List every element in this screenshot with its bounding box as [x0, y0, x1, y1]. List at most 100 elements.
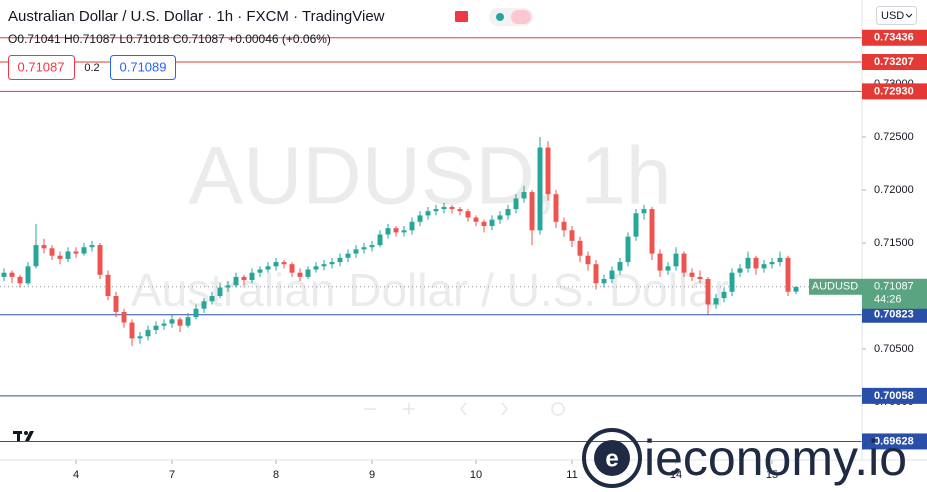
y-tick-label: 0.71500	[874, 237, 914, 249]
candle-body	[169, 319, 175, 324]
candle-body	[537, 147, 543, 231]
candle-body	[273, 262, 279, 267]
level-label: 0.69628	[874, 435, 914, 447]
level-label-box	[862, 29, 927, 46]
candle-body	[345, 253, 351, 258]
sell-price[interactable]: 0.71087	[18, 59, 65, 74]
currency-button[interactable]	[876, 6, 917, 25]
last-price-label: 0.71087	[874, 281, 914, 293]
candle-body	[777, 257, 783, 263]
candle-body	[217, 287, 223, 296]
level-label-box	[862, 306, 927, 323]
buy-price[interactable]: 0.71089	[120, 59, 167, 74]
candle-body	[257, 269, 263, 273]
candle-body	[9, 272, 15, 277]
x-tick-label: 11	[566, 469, 577, 481]
candle-body	[305, 269, 311, 277]
candle-body	[353, 249, 359, 254]
candle-body	[57, 255, 63, 259]
candle-body	[657, 253, 663, 271]
candle-body	[433, 209, 439, 212]
candle-body	[313, 266, 319, 270]
candle-body	[17, 276, 23, 284]
candle-body	[689, 272, 695, 277]
brand-glyph: e	[605, 445, 618, 472]
candle-body	[761, 264, 767, 269]
x-tick-label: 7	[169, 469, 175, 481]
candle-body	[721, 291, 727, 299]
candle-body	[425, 211, 431, 216]
candle-body	[529, 192, 535, 231]
candles-layer	[1, 136, 799, 346]
candle-body	[49, 248, 55, 256]
candle-body	[681, 253, 687, 273]
watermarks: AUDUSD, 1h Australian Dollar / U.S. Doll…	[131, 131, 729, 317]
candle-body	[409, 221, 415, 231]
candle-body	[569, 230, 575, 241]
candle-body	[233, 276, 239, 286]
candle-body	[73, 251, 79, 254]
level-label: 0.73207	[874, 56, 914, 68]
candle-body	[65, 251, 71, 259]
candle-body	[457, 209, 463, 212]
tv-logo[interactable]	[13, 431, 34, 441]
currency-label[interactable]: USD	[881, 10, 904, 22]
sell-button[interactable]	[8, 55, 75, 80]
scroll-right[interactable]	[501, 402, 508, 416]
candle-body	[649, 209, 655, 254]
candle-body	[785, 257, 791, 292]
candle-body	[465, 211, 471, 218]
reset-view[interactable]	[551, 402, 565, 416]
candle-body	[593, 264, 599, 284]
candle-body	[737, 268, 743, 273]
candle-body	[601, 279, 607, 284]
candle-body	[793, 286, 799, 292]
candle-body	[225, 285, 231, 288]
x-tick-label: 4	[73, 469, 79, 481]
buy-button[interactable]	[110, 55, 176, 80]
candle-body	[713, 298, 719, 305]
candle-body	[193, 308, 199, 318]
candle-body	[609, 270, 615, 280]
candle-body	[625, 236, 631, 263]
candle-body	[81, 247, 87, 254]
x-tick-label: 10	[470, 469, 482, 481]
flag-icon[interactable]	[455, 11, 468, 22]
candle-body	[153, 325, 159, 330]
candle-body	[633, 213, 639, 237]
candle-body	[577, 240, 583, 256]
y-tick-label: 0.70500	[874, 343, 914, 355]
level-label: 0.70058	[874, 390, 914, 402]
candle-body	[521, 192, 527, 199]
candle-body	[201, 301, 207, 309]
candle-body	[705, 279, 711, 305]
tv-logo-slash	[25, 431, 34, 441]
candle-body	[281, 262, 287, 265]
candle-body	[137, 336, 143, 339]
brand-ring	[582, 428, 642, 488]
chart-title: Australian Dollar / U.S. Dollar · 1h · F…	[8, 8, 385, 25]
level-label-box	[862, 83, 927, 100]
scroll-left[interactable]	[460, 402, 467, 416]
tv-logo-stem	[17, 431, 20, 441]
delay-icon	[511, 10, 531, 24]
candle-body	[745, 257, 751, 269]
zoom-in[interactable]	[403, 403, 415, 415]
axis-layer: 0.730000.725000.720000.715000.705000.700…	[73, 29, 927, 481]
ohlc-line: O0.71041 H0.71087 L0.71018 C0.71087 +0.0…	[8, 32, 331, 46]
candle-body	[561, 221, 567, 231]
candle-body	[321, 264, 327, 267]
candle-body	[1, 272, 7, 277]
candle-body	[769, 262, 775, 265]
candle-body	[545, 147, 551, 195]
level-label: 0.72930	[874, 85, 914, 97]
countdown: 44:26	[874, 294, 902, 306]
candle-body	[729, 272, 735, 292]
brand-disc	[594, 440, 630, 476]
x-tick-label: 15	[766, 469, 778, 481]
x-tick-label: 14	[670, 469, 682, 481]
candle-body	[513, 198, 519, 210]
candle-body	[33, 245, 39, 267]
candle-body	[265, 266, 271, 270]
